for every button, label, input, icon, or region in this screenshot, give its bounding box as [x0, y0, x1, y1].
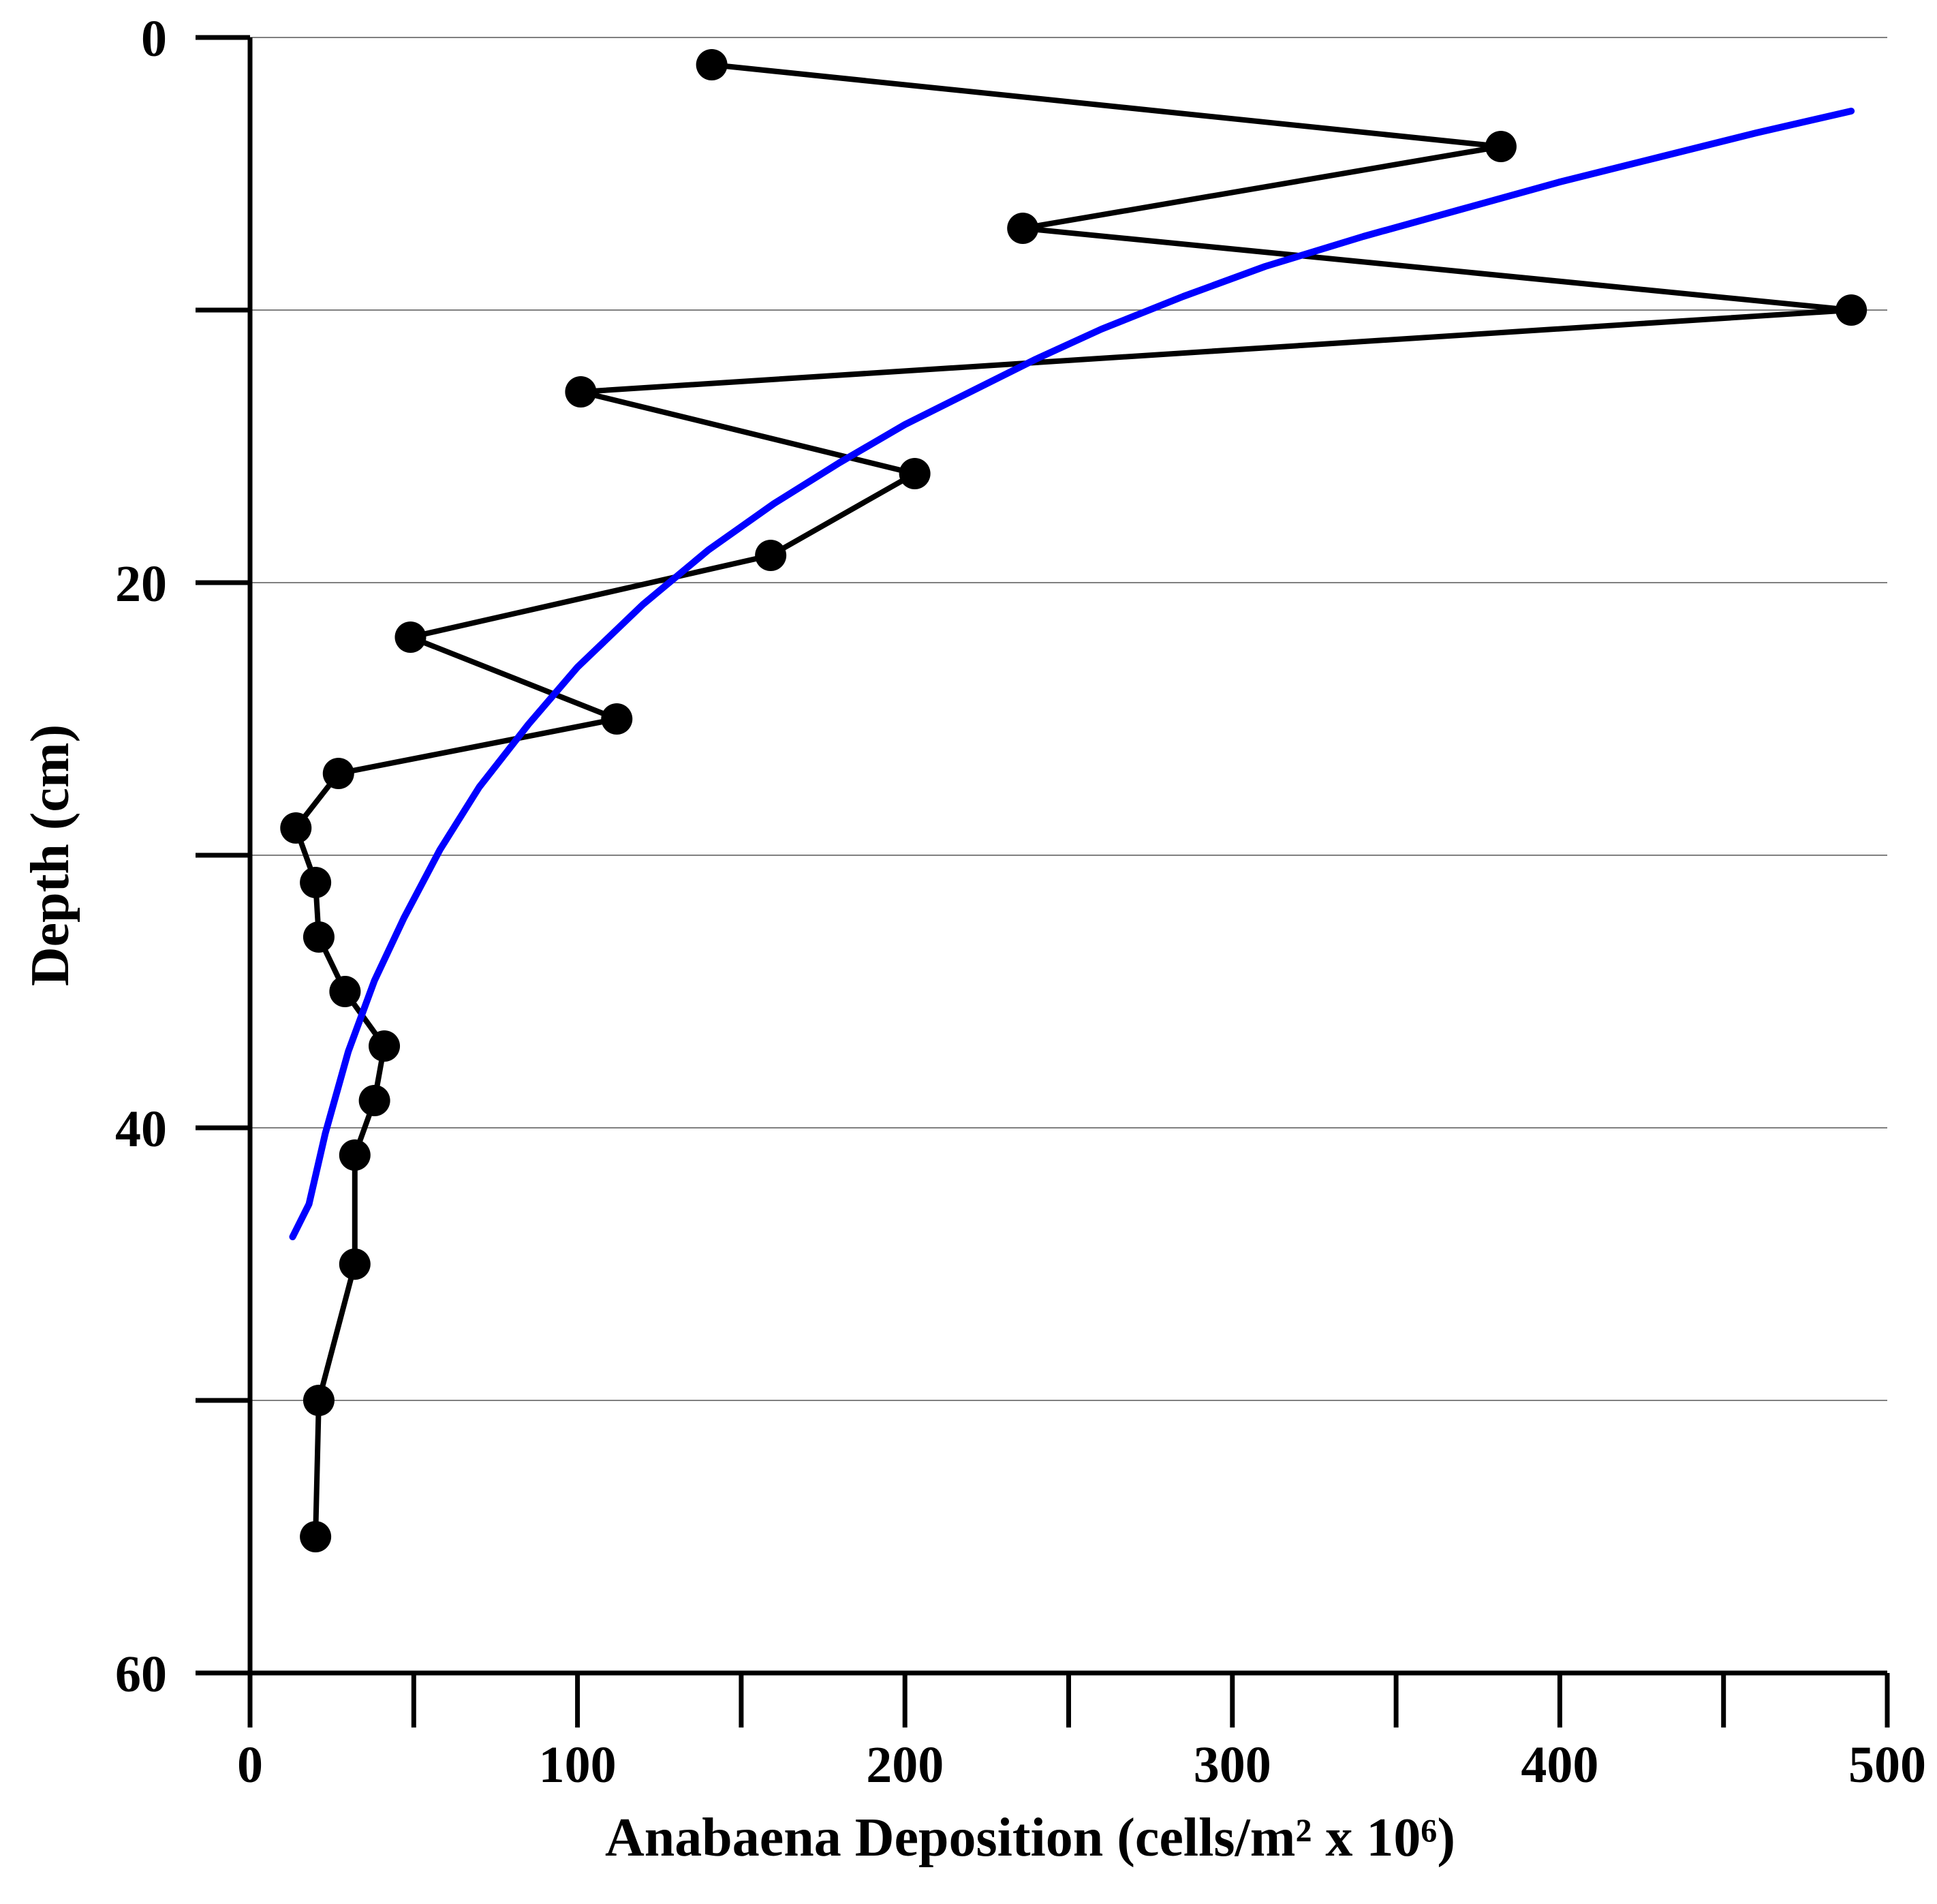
data-point	[1485, 131, 1517, 162]
y-axis-title: Depth (cm)	[20, 724, 80, 986]
x-axis-title: Anabaena Deposition (cells/m² x 10⁶)	[605, 1808, 1455, 1868]
x-tick-label: 200	[866, 1736, 944, 1794]
data-series	[280, 49, 1868, 1552]
data-point	[339, 1139, 371, 1171]
data-point	[601, 703, 633, 735]
fit-curve	[289, 108, 1855, 1240]
tick-labels: 0 20 40 60 0 100 200 300 400 500	[115, 10, 1926, 1794]
y-tick-label: 20	[115, 555, 167, 613]
data-point	[303, 1385, 335, 1416]
y-tick-label: 0	[141, 10, 167, 67]
data-point	[339, 1248, 371, 1280]
data-point	[329, 976, 361, 1007]
data-point	[755, 540, 787, 571]
data-point	[280, 812, 312, 844]
data-point	[322, 758, 354, 789]
data-point	[300, 1521, 332, 1552]
x-tick-label: 300	[1194, 1736, 1271, 1794]
axes	[196, 35, 1890, 1728]
gridlines	[250, 37, 1887, 1401]
data-point	[696, 49, 728, 80]
x-tick-label: 0	[237, 1736, 263, 1794]
x-tick-label: 500	[1848, 1736, 1926, 1794]
data-point	[1007, 213, 1039, 244]
data-point	[394, 621, 427, 653]
data-point	[369, 1030, 401, 1062]
data-point	[899, 458, 931, 489]
data-point	[565, 376, 597, 408]
y-tick-label: 40	[115, 1101, 167, 1158]
data-point	[303, 921, 335, 953]
data-point	[358, 1085, 390, 1116]
x-tick-label: 400	[1521, 1736, 1598, 1794]
data-point	[1835, 294, 1868, 326]
data-point	[300, 867, 332, 898]
y-tick-label: 60	[115, 1646, 167, 1703]
x-tick-label: 100	[539, 1736, 617, 1794]
data-line	[293, 62, 1855, 1537]
